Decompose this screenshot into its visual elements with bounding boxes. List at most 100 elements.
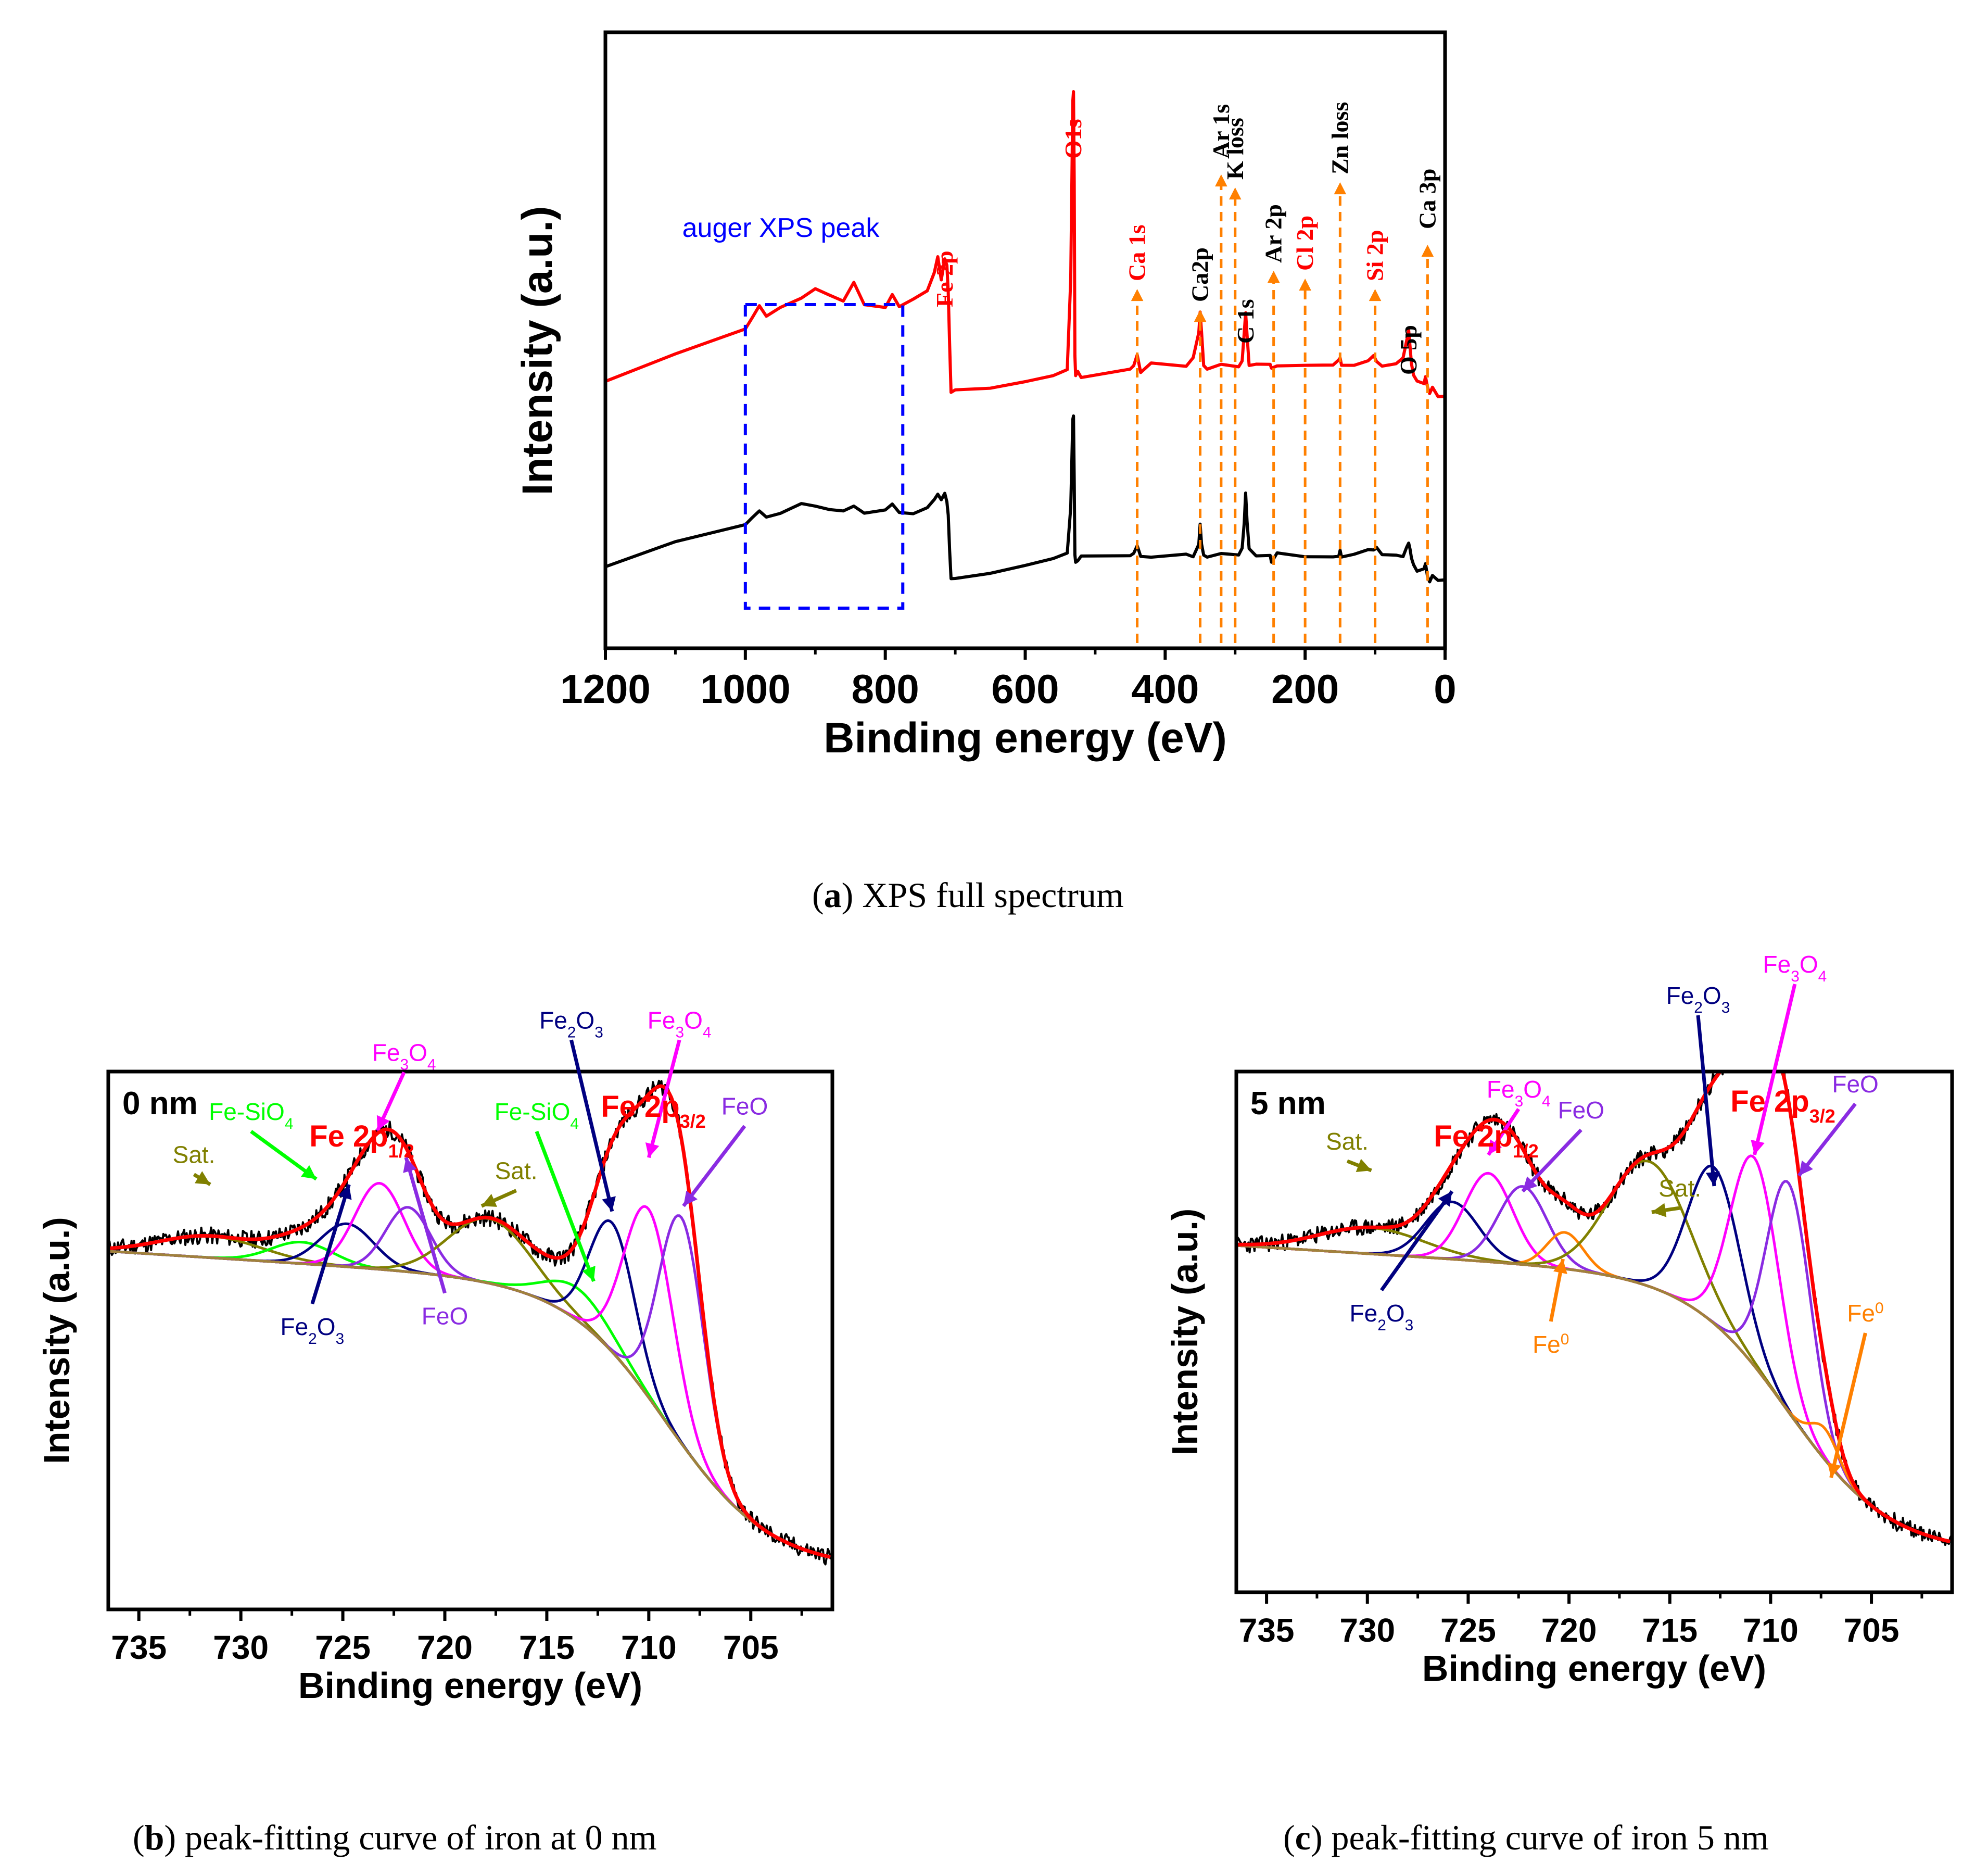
annotation-arrow-head bbox=[338, 1184, 352, 1200]
component-fe2o3 bbox=[108, 1222, 831, 1558]
annotation-arrow-head bbox=[602, 1196, 616, 1212]
peak-label: Ar 1s bbox=[1208, 104, 1234, 159]
peak-arrow-head bbox=[1369, 289, 1382, 301]
component-fe-sio4 bbox=[108, 1250, 831, 1558]
y-axis-label: Intensity (a.u.) bbox=[36, 1217, 77, 1464]
peak-label: Ar 2p bbox=[1260, 204, 1287, 263]
component-sat- bbox=[1236, 1226, 1951, 1543]
peak-label: Si 2p bbox=[1362, 230, 1388, 281]
annotation-arrow bbox=[1380, 1190, 1454, 1292]
peak-label: O 5p bbox=[1395, 325, 1422, 375]
y-axis-label: Intensity (a.u.) bbox=[1164, 1208, 1205, 1455]
annotation-label: Fe3O4 bbox=[1763, 951, 1827, 985]
baseline-line bbox=[108, 1250, 831, 1558]
x-tick-label: 725 bbox=[315, 1629, 371, 1666]
annotation-arrow bbox=[535, 1130, 596, 1282]
annotation-label: FeO bbox=[721, 1093, 768, 1120]
annotation-label: Fe-SiO4 bbox=[209, 1098, 293, 1132]
x-tick-label: 710 bbox=[621, 1629, 677, 1666]
envelope-line bbox=[1236, 1072, 1951, 1544]
annotation-label: FeO bbox=[422, 1303, 468, 1330]
x-tick-label: 715 bbox=[1642, 1611, 1698, 1649]
annotation-arrow bbox=[569, 1039, 614, 1212]
annotation-label: Fe0 bbox=[1533, 1331, 1569, 1358]
x-tick-label: 800 bbox=[852, 666, 919, 712]
x-axis-label: Binding energy (eV) bbox=[824, 714, 1227, 762]
peak-arrow-head bbox=[1194, 310, 1207, 322]
annotation-arrow-head bbox=[1553, 1259, 1567, 1274]
x-tick-label: 600 bbox=[991, 666, 1059, 712]
peak-label: Zn loss bbox=[1326, 102, 1353, 174]
annotation-arrow-head bbox=[301, 1165, 316, 1179]
x-tick-label: 1200 bbox=[560, 666, 651, 712]
annotation-arrow bbox=[682, 1125, 746, 1207]
auger-box-label: auger XPS peak bbox=[682, 213, 880, 243]
component-feo bbox=[108, 1214, 831, 1558]
x-tick-label: 715 bbox=[519, 1629, 575, 1666]
peak-arrow-head bbox=[1267, 271, 1280, 283]
peak-label: Fe 2p bbox=[931, 250, 958, 307]
annotation-arrow bbox=[647, 1039, 681, 1159]
x-tick-label: 730 bbox=[1339, 1611, 1395, 1649]
chart-a: auger XPS peak Fe 2p O1s Ca 1s Ca2p Ar 1sK lo… bbox=[514, 30, 1457, 762]
x-axis-label: Binding energy (eV) bbox=[1422, 1648, 1766, 1689]
caption-b: (b) peak-fitting curve of iron at 0 nm bbox=[133, 1818, 657, 1857]
annotation-arrow-head bbox=[1751, 1139, 1765, 1155]
y-axis-label: Intensity (a.u.) bbox=[514, 206, 561, 496]
annotation-label: Sat. bbox=[1658, 1175, 1701, 1202]
peak-label: C 1s bbox=[1232, 299, 1259, 344]
peak-arrow-head bbox=[1334, 182, 1347, 195]
x-tick-label: 725 bbox=[1440, 1611, 1496, 1649]
series-line-red bbox=[605, 90, 1445, 398]
annotation-arrow-head bbox=[683, 1190, 698, 1206]
annotation-arrow-head bbox=[1488, 1139, 1502, 1155]
x-axis-label: Binding energy (eV) bbox=[298, 1665, 642, 1706]
annotation-label: FeO bbox=[1558, 1097, 1604, 1124]
component-sat- bbox=[108, 1235, 831, 1558]
axes-frame bbox=[1234, 1069, 1954, 1594]
envelope-line bbox=[108, 1084, 831, 1559]
annotation-arrow-head bbox=[1705, 1172, 1720, 1186]
x-tick-label: 720 bbox=[1541, 1611, 1597, 1649]
x-tick-label: 400 bbox=[1131, 666, 1199, 712]
annotation-arrow-head bbox=[195, 1171, 210, 1185]
x-tick-label: 1000 bbox=[700, 666, 791, 712]
annotation-arrow bbox=[1829, 1332, 1867, 1478]
auger-box bbox=[743, 303, 905, 610]
annotation-arrow bbox=[1521, 1128, 1582, 1193]
chart-b: Sat. Fe-SiO4 Fe3O4 FeO Fe2O3 Sat. Fe-SiO4 Fe2O3… bbox=[36, 1006, 834, 1706]
x-tick-label: 735 bbox=[1239, 1611, 1295, 1649]
panel-label: 0 nm bbox=[122, 1086, 198, 1122]
annotation-arrow-head bbox=[1827, 1462, 1842, 1478]
x-tick-label: 710 bbox=[1743, 1611, 1799, 1649]
annotation-arrow-head bbox=[1799, 1160, 1813, 1176]
peak-arrow-head bbox=[1215, 174, 1227, 187]
panel-label: 5 nm bbox=[1250, 1086, 1326, 1122]
component-fe0 bbox=[1236, 1231, 1951, 1543]
annotation-arrow bbox=[1753, 984, 1797, 1155]
caption-a: (a) XPS full spectrum bbox=[812, 875, 1124, 915]
baseline-line bbox=[1236, 1244, 1951, 1543]
peak-arrow-head bbox=[1421, 245, 1434, 257]
component-feo bbox=[1236, 1180, 1951, 1543]
annotation-arrow-head bbox=[582, 1266, 596, 1281]
annotation-arrow-head bbox=[1651, 1203, 1667, 1217]
x-tick-label: 200 bbox=[1271, 666, 1339, 712]
annotation-label: Fe2O3 bbox=[280, 1313, 344, 1348]
peak-arrow-head bbox=[1229, 187, 1242, 200]
annotation-label: Fe0 bbox=[1847, 1300, 1883, 1327]
caption-c: (c) peak-fitting curve of iron 5 nm bbox=[1283, 1818, 1769, 1857]
annotation-arrow-head bbox=[1523, 1176, 1538, 1191]
series-line-black bbox=[605, 414, 1445, 584]
component-fe-sio4 bbox=[108, 1241, 831, 1558]
annotation-label: Sat. bbox=[495, 1157, 538, 1185]
annotation-arrow-head bbox=[376, 1115, 390, 1131]
peak-label: O1s bbox=[1060, 119, 1086, 159]
annotation-arrow-head bbox=[645, 1142, 660, 1158]
x-tick-label: 705 bbox=[723, 1629, 779, 1666]
annotation-label: Fe2O3 bbox=[1350, 1300, 1414, 1334]
component-sat- bbox=[108, 1217, 831, 1558]
annotation-label: Fe3O4 bbox=[372, 1039, 436, 1073]
heading-fe2p-1-2: Fe 2p1/2 bbox=[1434, 1119, 1538, 1162]
